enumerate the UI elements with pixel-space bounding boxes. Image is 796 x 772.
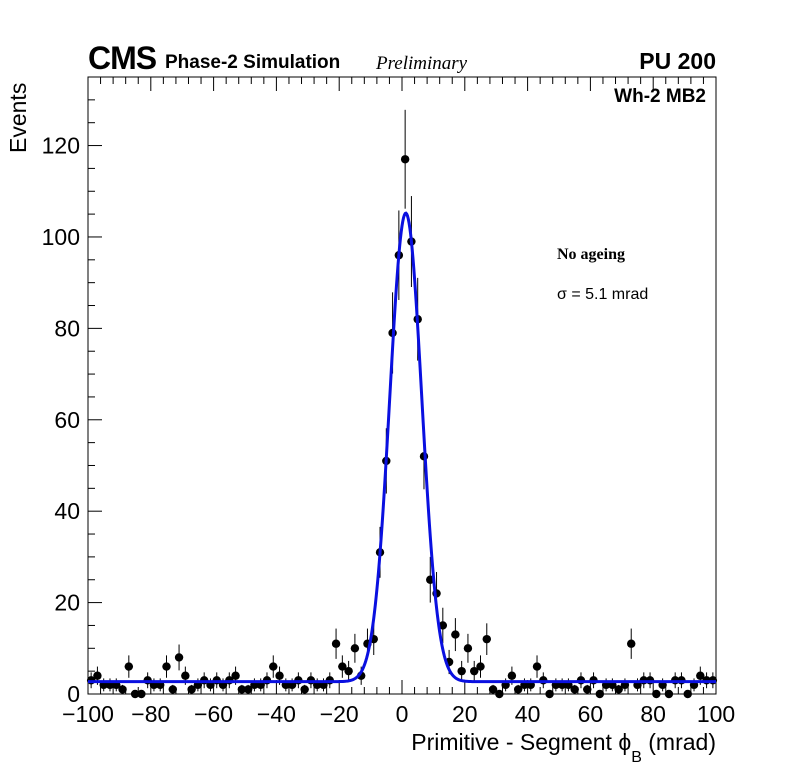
experiment-logo-text: CMS (88, 40, 157, 76)
data-point (137, 689, 146, 699)
x-tick-label: −80 (131, 701, 170, 727)
x-axis-label-main: Primitive - Segment ϕ (411, 729, 631, 755)
region-label: Wh-2 MB2 (614, 86, 706, 107)
data-point (168, 685, 177, 694)
data-point (683, 689, 692, 699)
data-point (338, 662, 347, 671)
data-point (570, 685, 579, 694)
data-point (344, 666, 353, 676)
data-point (470, 666, 479, 676)
data-point (595, 689, 605, 699)
data-point (162, 662, 171, 671)
simulation-label: Phase-2 Simulation (165, 52, 341, 73)
data-point (300, 685, 309, 694)
preliminary-label: Preliminary (376, 53, 468, 74)
x-tick-label: −40 (257, 701, 296, 727)
pileup-label: PU 200 (639, 48, 716, 74)
data-point (488, 685, 498, 694)
data-point (614, 685, 623, 694)
data-point (507, 671, 517, 680)
y-axis-label: Events (5, 83, 31, 153)
data-point (93, 671, 102, 680)
plot-frame (87, 76, 717, 695)
data-point (457, 666, 466, 676)
y-tick-label: 40 (54, 498, 80, 524)
error-bars (87, 109, 717, 695)
data-point (118, 685, 127, 694)
x-tick-label: −100 (62, 701, 114, 727)
data-point (275, 671, 284, 680)
x-tick-labels: −100 −80 −60 −40 −20 0 20 40 60 80 100 (62, 701, 735, 727)
data-point (476, 662, 485, 671)
y-tick-label: 100 (42, 224, 80, 250)
x-tick-label: 20 (452, 701, 478, 727)
axis-ticks (87, 76, 717, 695)
data-point (350, 644, 360, 653)
data-point (532, 662, 542, 671)
data-point (181, 671, 190, 680)
x-tick-label: 0 (396, 701, 409, 727)
x-tick-label: −60 (194, 701, 233, 727)
condition-label: No ageing (557, 246, 625, 263)
data-point (696, 671, 705, 680)
data-point (124, 662, 134, 671)
y-tick-label: 60 (54, 407, 80, 433)
x-tick-label: 60 (578, 701, 604, 727)
data-point (400, 155, 410, 164)
y-tick-label: 20 (54, 590, 80, 616)
data-point (269, 662, 278, 671)
data-point (231, 671, 240, 680)
data-point (652, 689, 661, 699)
data-point (174, 653, 184, 662)
x-axis-label-unit: (mrad) (642, 729, 716, 755)
sigma-label: σ = 5.1 mrad (557, 286, 648, 303)
fit-curve (88, 211, 716, 684)
data-point (463, 644, 473, 653)
x-axis-label-subscript: B (631, 749, 642, 766)
data-point (513, 685, 523, 694)
y-tick-labels: 0 20 40 60 80 100 120 (42, 133, 80, 707)
data-point (583, 685, 592, 694)
x-tick-label: −20 (320, 701, 359, 727)
y-tick-label: 80 (54, 315, 80, 341)
x-tick-label: 40 (515, 701, 541, 727)
data-point (664, 689, 674, 699)
x-axis-label: Primitive - Segment ϕB (mrad) (411, 729, 716, 766)
x-tick-label: 100 (697, 701, 735, 727)
data-point (243, 685, 253, 694)
x-tick-label: 80 (640, 701, 666, 727)
data-point (237, 685, 247, 694)
data-point (331, 639, 341, 648)
data-point (545, 689, 554, 699)
data-point (187, 685, 196, 694)
data-point (130, 689, 140, 699)
data-point (482, 634, 491, 644)
y-tick-label: 120 (42, 133, 80, 159)
data-point (627, 639, 636, 648)
data-point (438, 621, 448, 630)
data-point (451, 630, 460, 639)
data-point (495, 689, 504, 699)
y-tick-label: 0 (67, 681, 80, 707)
